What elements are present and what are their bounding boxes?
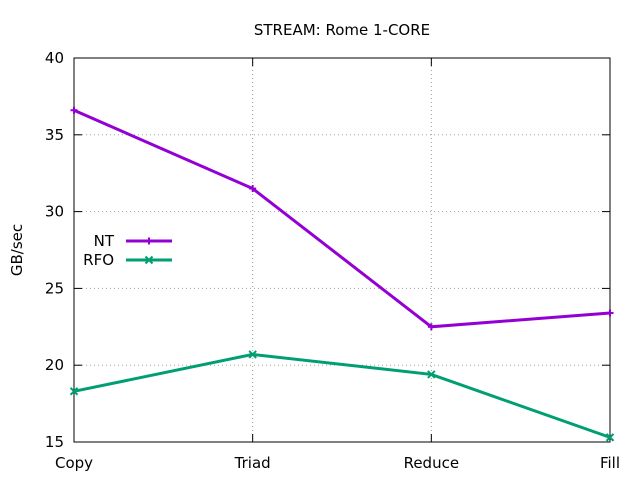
y-tick-label: 25 — [45, 279, 64, 297]
chart-title: STREAM: Rome 1-CORE — [254, 21, 430, 39]
y-tick-label: 40 — [45, 49, 64, 67]
y-tick-label: 15 — [45, 433, 64, 451]
y-tick-label: 30 — [45, 203, 64, 221]
x-tick-label: Triad — [234, 454, 271, 472]
data-point — [427, 323, 435, 331]
legend-label: NT — [94, 232, 115, 250]
x-tick-label: Fill — [600, 454, 620, 472]
series-nt — [70, 106, 614, 331]
y-tick-labels: 15 20 25 30 35 40 — [45, 49, 64, 451]
y-tick-label: 20 — [45, 356, 64, 374]
axis-ticks — [73, 57, 611, 443]
data-point — [427, 370, 436, 379]
x-tick-label: Copy — [55, 454, 93, 472]
legend-item-rfo: RFO — [83, 251, 172, 269]
legend-item-nt: NT — [94, 232, 172, 250]
data-point — [69, 387, 79, 396]
plot-frame — [73, 57, 611, 443]
series-layer — [69, 106, 615, 442]
x-tick-labels: Copy Triad Reduce Fill — [55, 454, 620, 472]
series-line-rfo — [73, 352, 611, 439]
data-point — [249, 185, 257, 193]
data-point — [144, 255, 154, 265]
data-point — [606, 309, 614, 317]
series-rfo — [69, 350, 615, 442]
y-tick-label: 35 — [45, 126, 64, 144]
legend-label: RFO — [83, 251, 114, 269]
grid-lines — [74, 58, 610, 442]
x-tick-label: Reduce — [404, 454, 459, 472]
data-point — [145, 237, 153, 245]
data-point — [605, 433, 615, 442]
data-point — [248, 350, 257, 359]
data-point — [70, 106, 78, 114]
series-line-nt — [73, 108, 611, 329]
y-axis-label: GB/sec — [8, 224, 26, 276]
